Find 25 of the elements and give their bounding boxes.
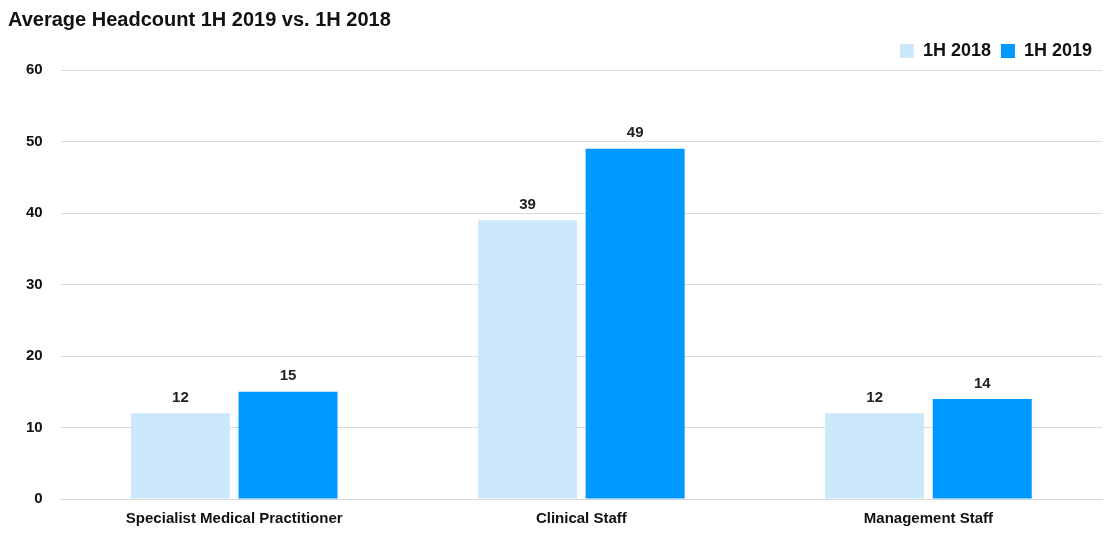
- legend-label: 1H 2018: [922, 39, 991, 60]
- data-label: 39: [519, 194, 536, 212]
- x-tick-label: Specialist Medical Practitioner: [125, 509, 343, 527]
- y-tick-label: 60: [26, 60, 43, 78]
- data-label: 12: [172, 387, 189, 405]
- data-label: 49: [626, 123, 644, 141]
- y-tick-label: 20: [26, 346, 43, 364]
- bar: [478, 220, 578, 499]
- bar: [932, 398, 1032, 499]
- data-label: 12: [866, 387, 883, 405]
- bar: [238, 391, 338, 499]
- x-tick-label: Clinical Staff: [535, 509, 628, 527]
- data-label: 15: [279, 366, 297, 384]
- data-label: 14: [973, 373, 992, 391]
- x-tick-label: Management Staff: [863, 509, 995, 527]
- y-tick-label: 30: [26, 274, 43, 292]
- chart-title: Average Headcount 1H 2019 vs. 1H 2018: [8, 7, 391, 30]
- bar: [825, 413, 925, 499]
- y-tick-label: 0: [34, 489, 43, 507]
- y-tick-label: 50: [26, 131, 43, 149]
- y-tick-label: 40: [26, 203, 43, 221]
- bar: [130, 413, 230, 499]
- legend-label: 1H 2019: [1023, 39, 1093, 60]
- bar: [585, 148, 685, 499]
- y-tick-label: 10: [26, 417, 43, 435]
